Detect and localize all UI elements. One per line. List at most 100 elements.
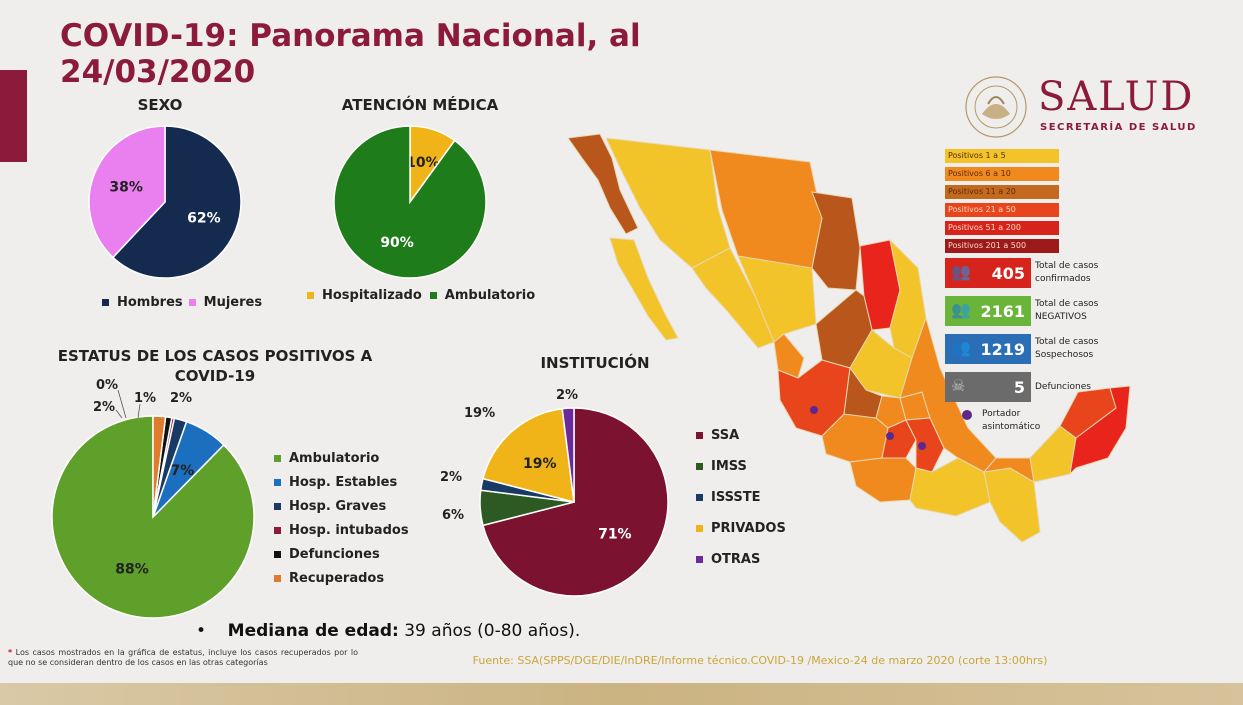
- atencion-label-1: 90%: [380, 235, 414, 251]
- institucion-legend-item: SSA: [696, 420, 786, 451]
- estatus-legend-label: Hosp. intubados: [289, 522, 409, 538]
- map-legend-item: Positivos 1 a 5: [945, 149, 1059, 163]
- institucion-legend-label: IMSS: [711, 459, 747, 474]
- atencion-label-0: 10%: [406, 155, 440, 171]
- brand-name: SALUD: [1038, 74, 1195, 120]
- institucion-legend-swatch: [696, 463, 703, 470]
- legend-ambulatorio: Ambulatorio: [444, 288, 536, 303]
- mexico-seal-icon: [962, 74, 1032, 140]
- asymptomatic-dot: [962, 410, 972, 420]
- page-title: COVID-19: Panorama Nacional, al 24/03/20…: [60, 18, 700, 90]
- asymptomatic-marker-2: [886, 432, 894, 440]
- map-legend: Positivos 1 a 5 Positivos 6 a 10 Positivos…: [945, 149, 1059, 257]
- sexo-label-1: 38%: [109, 180, 143, 196]
- estatus-legend-swatch: [274, 550, 281, 558]
- institucion-legend-label: SSA: [711, 428, 740, 443]
- stat-value-box: 👥 1219: [945, 334, 1031, 364]
- asymptomatic-label-1: Portador: [982, 409, 1021, 419]
- sexo-label-0: 62%: [187, 210, 221, 226]
- hombres-swatch: [102, 299, 109, 306]
- asymptomatic-label-2: asintomático: [982, 422, 1041, 432]
- map-nayarit: [773, 333, 805, 379]
- legend-hospitalizado: Hospitalizado: [322, 288, 422, 303]
- estatus-legend-item: Defunciones: [274, 542, 409, 566]
- stat-value: 405: [991, 263, 1025, 283]
- estatus-legend-item: Ambulatorio: [274, 446, 409, 470]
- estatus-leader-lines: [115, 389, 141, 418]
- map-baja-california: [567, 133, 639, 235]
- stat-label: Total de casos confirmados: [1035, 261, 1099, 284]
- label-graves: 2%: [93, 400, 116, 415]
- atencion-legend: Hospitalizado Ambulatorio: [307, 288, 535, 303]
- asymptomatic-marker-1: [810, 406, 818, 414]
- estatus-legend-label: Ambulatorio: [289, 450, 380, 466]
- label-otras: 2%: [556, 388, 579, 403]
- estatus-slice-recuperados: [152, 415, 167, 518]
- institucion-title: INSTITUCIÓN: [540, 354, 650, 372]
- institucion-label-0: 71%: [598, 527, 632, 543]
- stats-panel: 👥 405 Total de casos confirmados 👥 2161 Total …: [945, 258, 1098, 410]
- map-legend-item: Positivos 201 a 500: [945, 239, 1059, 253]
- mexico-map: [567, 133, 1131, 543]
- estatus-legend-label: Hosp. Graves: [289, 498, 387, 514]
- estatus-title: ESTATUS DE LOS CASOS POSITIVOS A COVID-19: [57, 347, 373, 385]
- institucion-slice-ssa: [482, 407, 669, 597]
- institucion-legend-item: ISSSTE: [696, 482, 786, 513]
- map-baja-california-sur: [609, 237, 679, 341]
- people-icon: 👥: [951, 338, 971, 357]
- stat-row: 👥 2161 Total de casos NEGATIVOS: [945, 296, 1098, 326]
- sexo-legend: Hombres Mujeres: [102, 295, 262, 310]
- stat-label: Total de casos NEGATIVOS: [1035, 299, 1099, 322]
- label-imss: 6%: [442, 508, 465, 523]
- map-legend-item: Positivos 6 a 10: [945, 167, 1059, 181]
- title-line-2: 24/03/2020: [60, 54, 256, 90]
- atencion-slice-ambulatorio: [333, 125, 487, 279]
- estatus-legend-item: Hosp. Graves: [274, 494, 409, 518]
- stat-value-box: 👥 405: [945, 258, 1031, 288]
- stat-label: Defunciones: [1035, 381, 1091, 392]
- institucion-legend-swatch: [696, 525, 703, 532]
- institucion-legend-label: PRIVADOS: [711, 521, 786, 536]
- institucion-legend-item: IMSS: [696, 451, 786, 482]
- institucion-legend-label: OTRAS: [711, 552, 761, 567]
- accent-bar: [0, 70, 27, 162]
- brand-subtitle: SECRETARÍA DE SALUD: [1040, 122, 1197, 133]
- map-guerrero: [849, 457, 917, 503]
- legend-hombres: Hombres: [117, 295, 183, 310]
- stat-value: 1219: [980, 339, 1025, 359]
- institucion-legend-swatch: [696, 432, 703, 439]
- sexo-slice-mujeres: [88, 125, 166, 259]
- stat-value: 5: [1013, 377, 1025, 397]
- estatus-legend-swatch: [274, 478, 281, 486]
- footnote-text: Los casos mostrados en la gráfica de est…: [8, 648, 358, 667]
- label-defunciones: 1%: [134, 391, 157, 406]
- institucion-legend-item: PRIVADOS: [696, 513, 786, 544]
- legend-mujeres: Mujeres: [203, 295, 263, 310]
- estatus-pie-chart: 88% 7%: [51, 415, 255, 619]
- estatus-legend-label: Hosp. Estables: [289, 474, 398, 490]
- stat-row: 👥 1219 Total de casos Sospechosos: [945, 334, 1098, 364]
- hospitalizado-swatch: [307, 292, 314, 299]
- stat-value-box: 👥 2161: [945, 296, 1031, 326]
- label-recuperados: 2%: [170, 391, 193, 406]
- stat-value-box: ☠ 5: [945, 372, 1031, 402]
- sexo-title: SEXO: [137, 96, 183, 114]
- institucion-legend: SSA IMSS ISSSTE PRIVADOS OTRAS: [696, 420, 786, 575]
- map-sinaloa: [691, 247, 775, 349]
- map-legend-item: Positivos 51 a 200: [945, 221, 1059, 235]
- map-quintana-roo: [1069, 385, 1131, 476]
- footnote-mark: *: [8, 648, 13, 657]
- stat-row: 👥 405 Total de casos confirmados: [945, 258, 1098, 288]
- footnote: * Los casos mostrados en la gráfica de e…: [8, 648, 358, 668]
- mujeres-swatch: [188, 299, 196, 306]
- title-line-1: COVID-19: Panorama Nacional, al: [60, 18, 641, 54]
- estatus-legend-swatch: [274, 526, 281, 534]
- sexo-pie-chart: 62% 38%: [88, 125, 242, 279]
- median-age: • Mediana de edad: 39 años (0-80 años).: [196, 621, 580, 641]
- bottom-band: [0, 683, 1243, 705]
- estatus-legend-swatch: [274, 502, 281, 510]
- institucion-slice-otras: [561, 407, 575, 503]
- ambulatorio-swatch: [429, 292, 437, 299]
- stat-value: 2161: [980, 301, 1025, 321]
- asymptomatic-marker-3: [918, 442, 926, 450]
